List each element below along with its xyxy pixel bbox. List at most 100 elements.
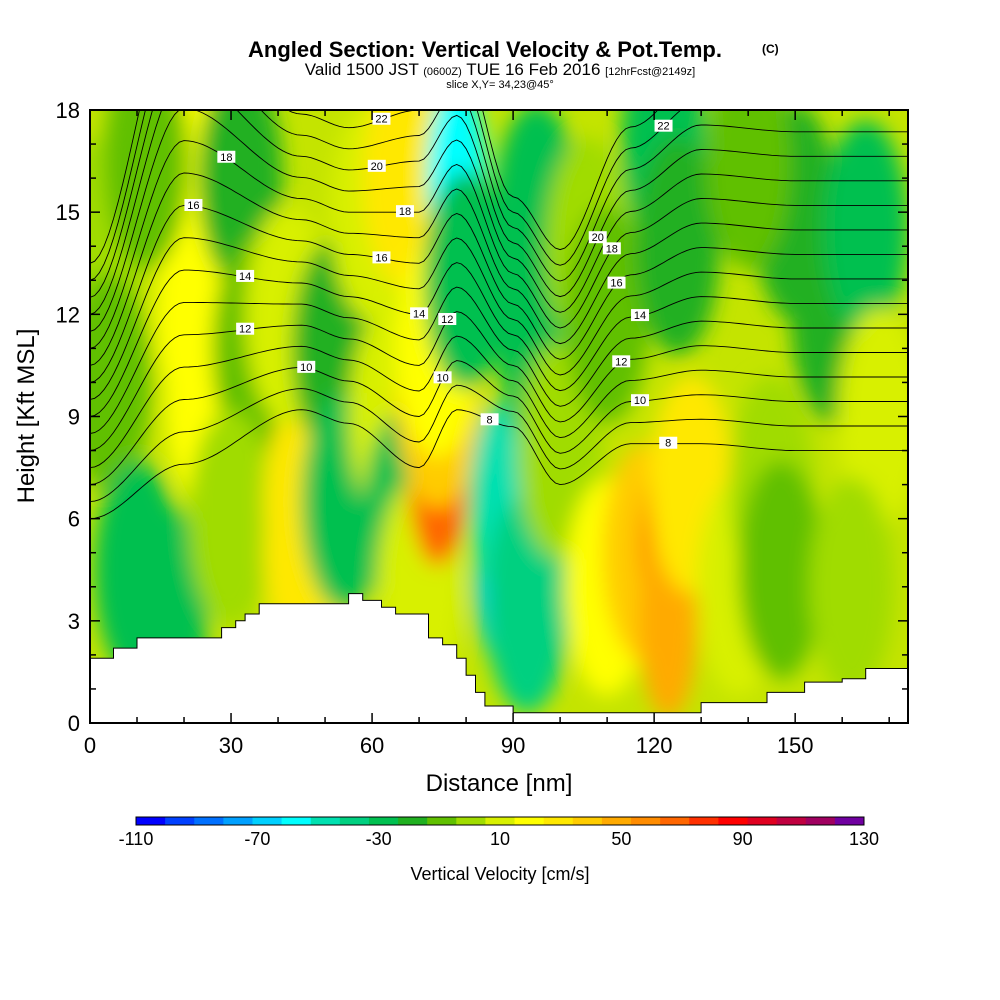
- colorbar: -110 -70 -30 10 50 90 130: [119, 816, 879, 849]
- theta-contour-13: [90, 286, 908, 434]
- colorbar-segment-1: [165, 817, 195, 825]
- contour-label-16-2: 16: [607, 276, 626, 290]
- theta-contour-8: [90, 409, 908, 520]
- contour-label-22-1: 22: [372, 112, 391, 126]
- colorbar-segment-0: [136, 817, 166, 825]
- colorbar-segment-8: [368, 817, 399, 825]
- colorbar-segment-16: [601, 817, 632, 825]
- theta-contour-17: [90, 172, 908, 366]
- colorbar-segment-10: [427, 817, 457, 825]
- x-axis-label: Distance [nm]: [426, 770, 573, 797]
- x-tick-label-90: 90: [501, 733, 525, 758]
- velocity-cell-49: [104, 110, 189, 271]
- svg-text:18: 18: [220, 152, 232, 164]
- contour-label-18-2: 18: [602, 242, 621, 255]
- colorbar-segment-18: [660, 817, 690, 825]
- colorbar-tick-label-10: 10: [490, 829, 510, 849]
- contour-label-8-1: 8: [659, 436, 678, 450]
- theta-contour-11: [90, 335, 908, 469]
- contour-label-12-2: 12: [612, 355, 631, 368]
- subtitle-date: TUE 16 Feb 2016: [466, 60, 600, 79]
- theta-contour-14: [90, 262, 908, 417]
- svg-text:16: 16: [187, 200, 199, 212]
- contour-label-10-0: 10: [297, 360, 316, 374]
- colorbar-tick-label-90: 90: [733, 829, 753, 849]
- colorbar-segment-22: [776, 817, 807, 825]
- svg-text:20: 20: [216, 89, 228, 101]
- theta-contour-23: [90, 110, 659, 264]
- contour-label-12-0: 12: [236, 322, 255, 336]
- contour-label-16-0: 16: [184, 198, 203, 212]
- svg-text:22: 22: [657, 121, 669, 133]
- velocity-cell-1: [90, 273, 152, 492]
- svg-text:12: 12: [239, 324, 251, 336]
- subtitle-forecast: [12hrFcst@2149z]: [605, 66, 695, 78]
- svg-text:14: 14: [239, 271, 251, 283]
- y-tick-label-3: 3: [68, 609, 80, 634]
- y-tick-label-12: 12: [56, 302, 80, 327]
- colorbar-segment-9: [398, 817, 428, 825]
- colorbar-segment-7: [339, 817, 370, 825]
- colorbar-segment-13: [514, 817, 545, 825]
- x-tick-label-0: 0: [84, 733, 96, 758]
- y-tick-label-6: 6: [68, 507, 80, 532]
- velocity-cell-9: [188, 409, 274, 628]
- velocity-cell-19: [362, 110, 448, 288]
- colorbar-title: Vertical Velocity [cm/s]: [410, 864, 589, 884]
- subtitle-utc: (0600Z): [423, 66, 462, 78]
- colorbar-segment-14: [543, 817, 574, 825]
- colorbar-segment-17: [631, 817, 661, 825]
- chart-title: Angled Section: Vertical Velocity & Pot.…: [248, 37, 722, 62]
- svg-text:20: 20: [371, 161, 383, 173]
- chart-subtitle: Valid 1500 JST (0600Z) TUE 16 Feb 2016 […: [305, 60, 695, 79]
- contour-label-10-2: 10: [631, 394, 650, 407]
- theta-contour-19: [90, 110, 908, 332]
- svg-text:14: 14: [634, 310, 646, 322]
- svg-text:10: 10: [300, 362, 312, 374]
- colorbar-segment-20: [718, 817, 749, 825]
- colorbar-segment-3: [223, 817, 253, 825]
- theta-contour-20: [90, 110, 908, 315]
- contour-label-20-2: 20: [588, 231, 607, 244]
- svg-text:16: 16: [375, 252, 387, 264]
- colorbar-segment-21: [747, 817, 778, 825]
- svg-text:20: 20: [592, 232, 604, 244]
- theta-contour-22: [90, 110, 682, 281]
- chart-title-unit: (C): [762, 42, 779, 56]
- colorbar-frame: [135, 816, 865, 826]
- subtitle-valid: Valid 1500 JST: [305, 60, 419, 79]
- x-tick-label-150: 150: [777, 733, 814, 758]
- colorbar-segment-4: [252, 817, 283, 825]
- theta-contour-12: [90, 311, 908, 452]
- terrain: [90, 593, 908, 723]
- theta-contour-21: [90, 110, 908, 298]
- colorbar-segment-2: [194, 817, 224, 825]
- contour-label-10-1: 10: [433, 371, 452, 384]
- y-tick-label-0: 0: [68, 711, 80, 736]
- contour-label-14-2: 14: [631, 309, 650, 322]
- velocity-cell-39: [635, 137, 720, 356]
- x-tick-label-120: 120: [636, 733, 673, 758]
- x-tick-label-30: 30: [219, 733, 243, 758]
- contour-label-22-2: 22: [654, 119, 673, 133]
- svg-text:12: 12: [441, 314, 453, 326]
- svg-text:8: 8: [487, 414, 493, 426]
- colorbar-tick-label--110: -110: [119, 829, 154, 849]
- svg-text:10: 10: [634, 395, 646, 407]
- y-axis: 0 3 6 9 12 15 18: [56, 98, 908, 736]
- y-axis-label: Height [Kft MSL]: [13, 329, 40, 504]
- colorbar-segment-19: [689, 817, 719, 825]
- svg-text:16: 16: [610, 278, 622, 290]
- colorbar-tick-label--70: -70: [244, 829, 270, 849]
- svg-text:18: 18: [399, 206, 411, 218]
- colorbar-tick-label--30: -30: [366, 829, 392, 849]
- contour-label-22-0: 22: [213, 29, 231, 42]
- theta-contour-9: [90, 384, 908, 503]
- y-tick-label-9: 9: [68, 405, 80, 430]
- potential-temperature-contours: [90, 110, 908, 520]
- contour-label-8-0: 8: [480, 413, 499, 426]
- colorbar-segment-5: [281, 817, 312, 825]
